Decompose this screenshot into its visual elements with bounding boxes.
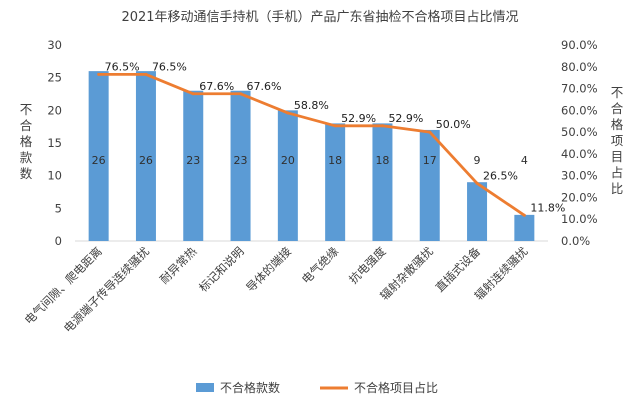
y-right-tick-label: 50.0% <box>561 125 598 139</box>
bar <box>419 129 440 241</box>
y-left-tick-label: 25 <box>47 71 62 85</box>
chart-title: 2021年移动通信手持机（手机）产品广东省抽检不合格项目占比情况 <box>121 9 518 25</box>
line-series <box>97 72 526 217</box>
line-data-label: 52.9% <box>388 112 423 125</box>
bar <box>325 123 346 241</box>
y-left-tick-label: 0 <box>55 234 62 248</box>
bar <box>372 123 393 241</box>
line-point <box>522 213 526 217</box>
category-label: 导体的端接 <box>243 244 294 295</box>
line-point <box>428 130 432 134</box>
line-point <box>97 72 101 76</box>
bar <box>467 182 488 241</box>
bar-data-label: 9 <box>474 154 481 167</box>
y-right-axis-title: 不合格项目占比 <box>611 85 624 196</box>
line-data-label: 76.5% <box>105 60 140 73</box>
category-label: 标记和说明 <box>196 244 247 295</box>
line-data-label: 52.9% <box>341 112 376 125</box>
y-left-tick-label: 10 <box>47 169 62 183</box>
category-label: 抗电强度 <box>346 244 389 287</box>
y-right-tick-label: 70.0% <box>561 82 598 96</box>
category-label: 直插式设备 <box>433 244 484 295</box>
line-point <box>286 111 290 115</box>
y-right-tick-label: 20.0% <box>561 190 598 204</box>
y-left-tick-label: 20 <box>47 103 62 117</box>
line-data-labels: 76.5% 76.5% 67.6% 67.6% 58.8% 52.9% 52.9% 50.0%… <box>105 60 566 214</box>
legend: 不合格款数 不合格项目占比 <box>196 380 438 395</box>
bar-data-label: 4 <box>521 154 528 167</box>
bar <box>88 71 109 241</box>
line-point <box>333 124 337 128</box>
y-left-tick-label: 15 <box>47 136 62 150</box>
line-data-label: 26.5% <box>483 169 518 182</box>
bar-series <box>88 71 535 241</box>
bar-data-label: 26 <box>139 154 153 167</box>
bar <box>230 90 251 241</box>
line-point <box>380 124 384 128</box>
y-axis-left-label: 不合格款数 <box>20 102 33 181</box>
bar-data-labels: 26 26 23 23 20 18 18 17 9 4 <box>92 154 528 167</box>
bar <box>135 71 156 241</box>
legend-bar-label: 不合格款数 <box>220 380 280 395</box>
line-point <box>191 92 195 96</box>
line-data-label: 11.8% <box>530 201 565 214</box>
bar-data-label: 26 <box>92 154 106 167</box>
bar-data-label: 17 <box>423 154 437 167</box>
legend-line-label: 不合格项目占比 <box>354 380 438 395</box>
bar <box>277 110 298 241</box>
y-right-tick-label: 60.0% <box>561 103 598 117</box>
y-axis-left-ticks: 0 5 10 15 20 25 30 <box>47 38 62 248</box>
bar-data-label: 18 <box>328 154 342 167</box>
y-right-tick-label: 0.0% <box>561 234 590 248</box>
line-data-label: 50.0% <box>436 118 471 131</box>
bar <box>183 90 204 241</box>
y-left-tick-label: 30 <box>47 38 62 52</box>
y-left-tick-label: 5 <box>55 201 62 215</box>
line-data-label: 67.6% <box>199 80 234 93</box>
y-right-tick-label: 90.0% <box>561 38 598 52</box>
bar-data-label: 20 <box>281 154 295 167</box>
y-right-tick-label: 10.0% <box>561 212 598 226</box>
category-label: 耐异常热 <box>157 244 200 287</box>
line-point <box>239 92 243 96</box>
bar-data-label: 18 <box>375 154 389 167</box>
line-point <box>475 181 479 185</box>
y-left-axis-title: 不合格款数 <box>20 102 33 181</box>
category-label: 电气间隙、爬电距离 <box>22 244 105 327</box>
y-right-tick-label: 30.0% <box>561 169 598 183</box>
line-point <box>144 72 148 76</box>
line-data-label: 76.5% <box>152 60 187 73</box>
line-data-label: 58.8% <box>294 99 329 112</box>
y-right-tick-label: 40.0% <box>561 147 598 161</box>
legend-bar-swatch <box>196 383 214 392</box>
y-right-tick-label: 80.0% <box>561 60 598 74</box>
bar <box>514 214 535 241</box>
y-axis-right-label: 不合格项目占比 <box>611 85 624 196</box>
category-label: 电气绝缘 <box>299 244 342 287</box>
line-path <box>98 73 526 217</box>
bar-data-label: 23 <box>234 154 248 167</box>
y-axis-right-ticks: 0.0% 10.0% 20.0% 30.0% 40.0% 50.0% 60.0% 70.0% 8… <box>561 38 598 248</box>
bar-data-label: 23 <box>186 154 200 167</box>
line-data-label: 67.6% <box>247 80 282 93</box>
category-label: 电源端子传导连续骚扰 <box>61 244 153 336</box>
